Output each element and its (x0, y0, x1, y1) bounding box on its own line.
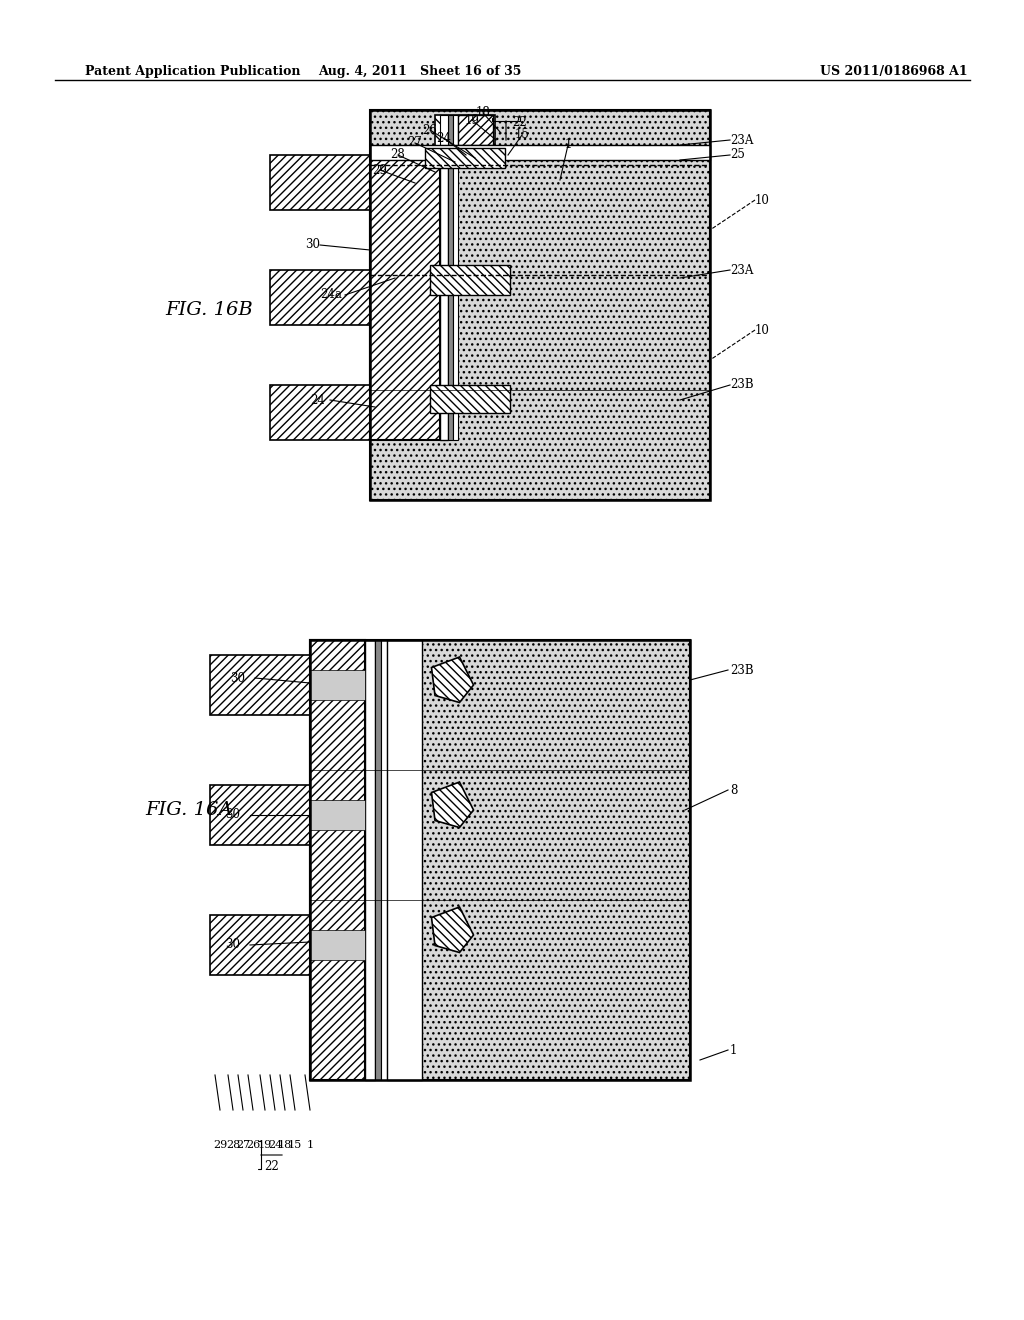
Text: 29: 29 (213, 1140, 227, 1150)
Bar (440, 154, 449, 440)
Text: 27: 27 (236, 1140, 250, 1150)
Text: 24a: 24a (319, 289, 342, 301)
Bar (270, 154, 370, 210)
Bar (449, 154, 453, 440)
Text: 30: 30 (230, 672, 245, 685)
Bar (430, 385, 510, 413)
Text: 1: 1 (306, 1140, 313, 1150)
Text: 28: 28 (390, 149, 406, 161)
Text: 8: 8 (730, 784, 737, 796)
Text: FIG. 16B: FIG. 16B (165, 301, 253, 319)
Bar (370, 110, 710, 500)
Bar (425, 148, 505, 168)
Text: Patent Application Publication: Patent Application Publication (85, 65, 300, 78)
Text: 22: 22 (513, 116, 527, 129)
Text: 15: 15 (288, 1140, 302, 1150)
Text: 19: 19 (465, 114, 479, 127)
Text: 23B: 23B (730, 664, 754, 676)
Bar (430, 265, 510, 294)
Text: 10: 10 (755, 194, 770, 206)
Text: 22: 22 (264, 1160, 279, 1173)
Polygon shape (431, 907, 473, 953)
Bar (453, 154, 458, 440)
Bar (310, 640, 690, 1080)
Bar (370, 145, 710, 160)
Bar (365, 640, 375, 1080)
Text: 24: 24 (268, 1140, 283, 1150)
Text: 10: 10 (755, 323, 770, 337)
Text: Aug. 4, 2011   Sheet 16 of 35: Aug. 4, 2011 Sheet 16 of 35 (318, 65, 521, 78)
Text: 30: 30 (225, 939, 240, 952)
Bar (210, 655, 310, 715)
Text: 24: 24 (310, 393, 325, 407)
Bar (310, 640, 690, 1080)
Text: 29: 29 (373, 164, 387, 177)
Bar (310, 800, 365, 830)
Text: 23A: 23A (730, 264, 754, 276)
Text: 1: 1 (564, 139, 571, 152)
Bar (435, 115, 495, 150)
Text: 23A: 23A (730, 133, 754, 147)
Text: 15: 15 (515, 128, 529, 141)
Text: US 2011/0186968 A1: US 2011/0186968 A1 (820, 65, 968, 78)
Text: 23B: 23B (730, 379, 754, 392)
Bar (310, 640, 365, 1080)
Bar (370, 154, 440, 440)
Bar (449, 115, 453, 145)
Text: 1: 1 (730, 1044, 737, 1056)
Text: 26: 26 (423, 124, 437, 136)
Text: 24: 24 (436, 132, 452, 144)
Text: 25: 25 (730, 149, 744, 161)
Bar (381, 640, 387, 1080)
Text: 18: 18 (475, 107, 490, 120)
Bar (210, 915, 310, 975)
Text: 30: 30 (305, 239, 319, 252)
Text: 19: 19 (258, 1140, 272, 1150)
Text: 28: 28 (226, 1140, 240, 1150)
Text: 26: 26 (246, 1140, 260, 1150)
Text: 18: 18 (278, 1140, 292, 1150)
Bar (210, 785, 310, 845)
Bar (310, 931, 365, 960)
Bar (453, 115, 458, 145)
Bar (270, 271, 370, 325)
Bar (458, 115, 493, 145)
Bar (310, 671, 365, 700)
Text: FIG. 16A: FIG. 16A (145, 801, 232, 818)
Bar (370, 110, 710, 500)
Bar (375, 640, 381, 1080)
Text: 27: 27 (408, 136, 423, 149)
Polygon shape (431, 781, 473, 828)
Polygon shape (431, 657, 473, 702)
Bar (440, 115, 449, 145)
Bar (270, 385, 370, 440)
Text: 30: 30 (225, 808, 240, 821)
Bar (387, 640, 422, 1080)
